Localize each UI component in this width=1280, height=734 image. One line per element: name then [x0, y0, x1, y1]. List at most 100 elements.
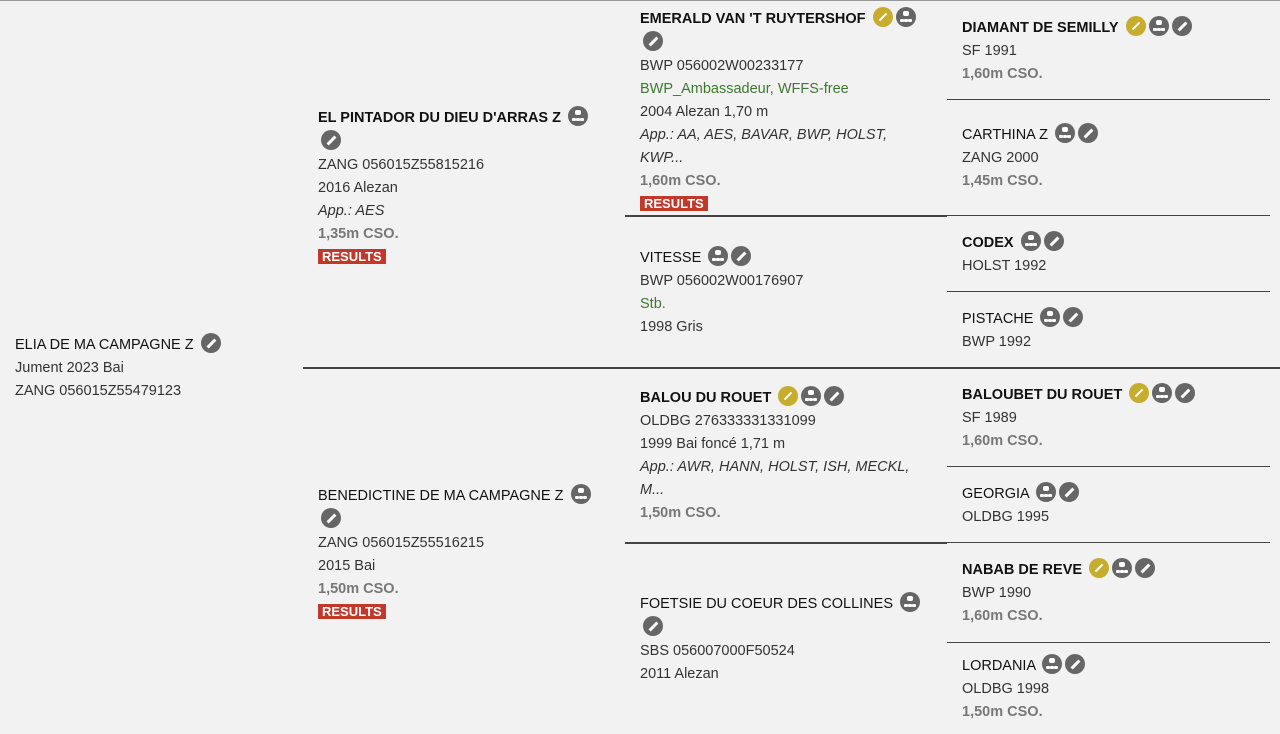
pedigree-tree-icon[interactable]: [895, 6, 916, 27]
horse-name-link[interactable]: DIAMANT DE SEMILLY: [962, 19, 1119, 36]
pencil-icon[interactable]: [200, 332, 221, 353]
pencil-icon[interactable]: [1063, 306, 1084, 327]
medal-icon[interactable]: [1125, 15, 1146, 36]
horse-name-row: CODEX: [962, 230, 1267, 255]
pencil-icon[interactable]: [731, 245, 752, 266]
pencil-icon[interactable]: [1065, 653, 1086, 674]
horse-name-row: BALOU DU ROUET: [640, 386, 930, 410]
horse-name-link[interactable]: FOETSIE DU COEUR DES COLLINES: [640, 595, 893, 612]
medal-icon[interactable]: [872, 6, 893, 27]
pedigree-tree-icon[interactable]: [1148, 15, 1169, 36]
pencil-icon[interactable]: [824, 386, 845, 406]
horse-info: SBS 056007000F50524: [640, 642, 795, 659]
horse-info: ZANG 056015Z55815216: [318, 156, 485, 173]
horse-info: 1998 Gris: [640, 318, 703, 335]
divider: [625, 542, 947, 544]
horse-info: 2015 Bai: [318, 557, 376, 574]
horse-cell: NABAB DE REVE BWP 1990 1,60m CSO.: [947, 543, 1267, 643]
horse-info: BWP 056002W00233177: [640, 57, 804, 74]
horse-name-link[interactable]: CARTHINA Z: [962, 127, 1048, 143]
pencil-icon[interactable]: [321, 129, 341, 150]
horse-cell: CARTHINA Z ZANG 2000 1,45m CSO.: [947, 100, 1267, 216]
horse-name-row: EMERALD VAN 'T RUYTERSHOF: [640, 6, 930, 55]
horse-name-link[interactable]: GEORGIA: [962, 485, 1029, 502]
pencil-icon[interactable]: [1043, 230, 1064, 251]
results-button[interactable]: RESULTS: [318, 603, 386, 619]
results-button[interactable]: RESULTS: [318, 248, 386, 264]
horse-name-link[interactable]: EMERALD VAN 'T RUYTERSHOF: [640, 10, 866, 27]
horse-cell: CODEX HOLST 1992: [947, 216, 1267, 292]
horse-info: 1,50m CSO.: [640, 505, 721, 521]
pedigree-tree-icon[interactable]: [1112, 558, 1133, 578]
divider: [947, 542, 1270, 543]
pencil-icon[interactable]: [1135, 558, 1156, 578]
horse-name-link[interactable]: BENEDICTINE DE MA CAMPAGNE Z: [318, 487, 564, 504]
horse-info: 1,50m CSO.: [318, 580, 399, 597]
pedigree-tree-icon[interactable]: [1054, 123, 1075, 143]
horse-name-row: DIAMANT DE SEMILLY: [962, 15, 1267, 40]
horse-cell: FOETSIE DU COEUR DES COLLINES SBS 056007…: [625, 543, 930, 734]
pencil-icon[interactable]: [1171, 15, 1192, 36]
divider: [947, 99, 1270, 100]
horse-info: Stb.: [640, 295, 666, 312]
divider: [303, 367, 1280, 369]
pedigree-tree-icon[interactable]: [1020, 230, 1041, 251]
pencil-icon[interactable]: [643, 615, 663, 636]
horse-name-link[interactable]: BALOU DU ROUET: [640, 390, 772, 406]
horse-info: OLDBG 276333331331099: [640, 413, 816, 429]
horse-info: BWP 1992: [962, 333, 1032, 350]
horse-cell: EL PINTADOR DU DIEU D'ARRAS Z ZANG 05601…: [303, 1, 603, 368]
horse-info: 1,60m CSO.: [962, 432, 1043, 449]
horse-name-row: BALOUBET DU ROUET: [962, 382, 1267, 407]
horse-name-link[interactable]: PISTACHE: [962, 310, 1034, 327]
horse-info: SF 1989: [962, 409, 1017, 426]
horse-info: 2016 Alezan: [318, 179, 398, 196]
horse-cell: PISTACHE BWP 1992: [947, 292, 1267, 368]
divider: [625, 215, 947, 217]
horse-name-link[interactable]: EL PINTADOR DU DIEU D'ARRAS Z: [318, 109, 561, 126]
pencil-icon[interactable]: [643, 30, 663, 51]
medal-icon[interactable]: [778, 386, 799, 406]
medal-icon[interactable]: [1089, 558, 1110, 578]
horse-name-row: NABAB DE REVE: [962, 558, 1267, 582]
pedigree-tree-icon[interactable]: [708, 245, 729, 266]
pedigree-tree-icon[interactable]: [1152, 382, 1173, 403]
horse-info: OLDBG 1995: [962, 508, 1050, 525]
horse-info: SF 1991: [962, 42, 1017, 59]
horse-name-link[interactable]: LORDANIA: [962, 657, 1036, 674]
horse-cell: BALOUBET DU ROUET SF 1989 1,60m CSO.: [947, 368, 1267, 467]
horse-info: 1,35m CSO.: [318, 225, 399, 242]
horse-name-link[interactable]: ELIA DE MA CAMPAGNE Z: [15, 336, 194, 353]
horse-info: ZANG 056015Z55516215: [318, 534, 485, 551]
horse-info: 1999 Bai foncé 1,71 m: [640, 436, 786, 452]
pencil-icon[interactable]: [1077, 123, 1098, 143]
pedigree-tree-icon[interactable]: [1040, 306, 1061, 327]
horse-cell: ELIA DE MA CAMPAGNE Z Jument 2023 Bai ZAN…: [0, 1, 300, 734]
pencil-icon[interactable]: [1058, 481, 1079, 502]
horse-name-link[interactable]: NABAB DE REVE: [962, 562, 1083, 578]
horse-name-row: BENEDICTINE DE MA CAMPAGNE Z: [318, 483, 603, 532]
pedigree-tree-icon[interactable]: [801, 386, 822, 406]
pedigree-tree-icon[interactable]: [570, 483, 591, 504]
pencil-icon[interactable]: [321, 507, 341, 528]
horse-name-link[interactable]: CODEX: [962, 234, 1014, 251]
pencil-icon[interactable]: [1175, 382, 1196, 403]
horse-name-row: PISTACHE: [962, 306, 1267, 331]
horse-info: Jument 2023 Bai: [15, 359, 124, 376]
horse-name-link[interactable]: VITESSE: [640, 249, 702, 266]
horse-cell: EMERALD VAN 'T RUYTERSHOF BWP 056002W002…: [625, 1, 930, 216]
results-button[interactable]: RESULTS: [640, 195, 708, 211]
horse-info: BWP 1990: [962, 585, 1032, 601]
pedigree-tree-icon[interactable]: [900, 591, 921, 612]
medal-icon[interactable]: [1129, 382, 1150, 403]
horse-name-row: FOETSIE DU COEUR DES COLLINES: [640, 591, 930, 640]
horse-info: ZANG 056015Z55479123: [15, 382, 182, 399]
divider: [947, 642, 1270, 643]
pedigree-tree-icon[interactable]: [1035, 481, 1056, 502]
divider: [947, 466, 1270, 467]
pedigree-tree-icon[interactable]: [1042, 653, 1063, 674]
pedigree-tree-icon[interactable]: [568, 105, 589, 126]
divider: [947, 291, 1270, 292]
horse-name-link[interactable]: BALOUBET DU ROUET: [962, 386, 1123, 403]
horse-info: App.: AWR, HANN, HOLST, ISH, MECKL, M...: [640, 459, 910, 498]
